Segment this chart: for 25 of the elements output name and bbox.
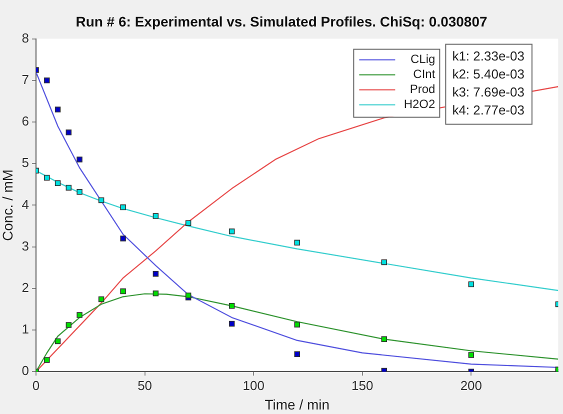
legend-label: CInt <box>413 67 436 82</box>
legend-label: H2O2 <box>404 97 436 112</box>
legend-label: Prod <box>410 82 436 96</box>
x-tick-label: 200 <box>460 378 482 393</box>
y-axis-title: Conc. / mM <box>0 169 16 241</box>
chart-title: Run # 6: Experimental vs. Simulated Profiles. ChiSq: 0.030807 <box>76 13 488 30</box>
y-tick-label: 7 <box>22 72 30 87</box>
y-tick-label: 3 <box>22 238 30 254</box>
y-tick-label: 1 <box>22 322 30 337</box>
y-tick-label: 4 <box>22 196 30 212</box>
legend-label: CLig <box>410 52 436 66</box>
annotation: k2: 5.40e-03 <box>452 66 524 82</box>
x-axis-title: Time / min <box>264 396 330 412</box>
x-tick-label: 0 <box>32 378 40 393</box>
y-tick-label: 8 <box>22 30 30 46</box>
x-tick-label: 100 <box>242 378 264 393</box>
annotation: k1: 2.33e-03 <box>452 48 524 64</box>
x-tick-label: 50 <box>138 378 152 393</box>
annotation: k4: 2.77e-03 <box>452 102 524 118</box>
y-tick-label: 6 <box>22 114 30 129</box>
y-tick-label: 0 <box>22 363 30 378</box>
y-tick-label: 5 <box>22 155 30 170</box>
annotation: k3: 7.69e-03 <box>452 84 524 100</box>
y-tick-label: 2 <box>22 280 30 295</box>
x-tick-label: 150 <box>352 378 374 393</box>
